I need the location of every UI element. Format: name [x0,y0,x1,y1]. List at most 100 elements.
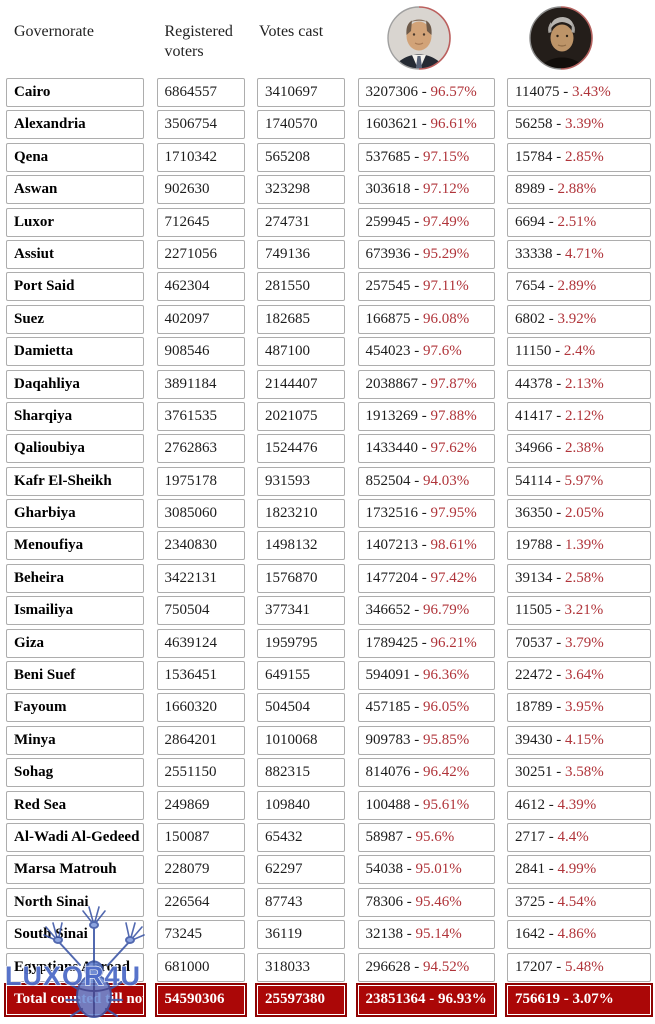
candidate-1-result-cell: 100488 - 95.61% [357,790,495,820]
governorate-cell: Marsa Matrouh [6,855,144,885]
governorate-cell: Menoufiya [6,531,144,561]
governorate-cell: Cairo [6,78,144,107]
registered-voters-cell: 73245 [156,920,245,950]
candidate-1-result-cell: 58987 - 95.6% [357,822,495,852]
registered-voters-cell: 150087 [156,822,245,852]
governorate-cell: Qalioubiya [6,434,144,464]
registered-voters-cell: 712645 [156,207,245,237]
votes-cast-cell: 36119 [257,920,345,950]
governorate-cell: Qena [6,142,144,172]
table-row: Ismailiya 750504 377341 346652 - 96.79% … [0,596,655,626]
table-row: Cairo 6864557 3410697 3207306 - 96.57% 1… [0,78,655,107]
registered-voters-cell: 902630 [156,175,245,205]
votes-cast-cell: 3410697 [257,78,345,107]
table-row: Daqahliya 3891184 2144407 2038867 - 97.8… [0,369,655,399]
governorate-cell: Daqahliya [6,369,144,399]
candidate-1-result-cell: 1477204 - 97.42% [357,563,495,593]
table-row: Egyptians Abroad 681000 318033 296628 - … [0,952,655,982]
registered-voters-cell: 226564 [156,887,245,917]
votes-cast-cell: 882315 [257,758,345,788]
table-row: Beni Suef 1536451 649155 594091 - 96.36%… [0,661,655,691]
registered-voters-cell: 3506754 [156,110,245,140]
candidate-1-result-cell: 257545 - 97.11% [357,272,495,302]
total-votes-cast-cell: 25597380 [257,984,345,1015]
votes-cast-cell: 62297 [257,855,345,885]
candidate-2-result-cell: 6694 - 2.51% [507,207,651,237]
candidate-1-result-cell: 852504 - 94.03% [357,466,495,496]
table-row: Qalioubiya 2762863 1524476 1433440 - 97.… [0,434,655,464]
votes-cast-cell: 182685 [257,304,345,334]
registered-voters-cell: 3422131 [156,563,245,593]
governorate-cell: North Sinai [6,887,144,917]
table-row: Sharqiya 3761535 2021075 1913269 - 97.88… [0,401,655,431]
total-row: Total counted till now 54590306 25597380… [0,984,655,1015]
table-header: Governorate Registered voters Votes cast [0,0,655,78]
candidate-2-result-cell: 39134 - 2.58% [507,563,651,593]
registered-voters-cell: 681000 [156,952,245,982]
governorate-cell: Beni Suef [6,661,144,691]
votes-cast-cell: 1823210 [257,499,345,529]
registered-voters-cell: 3761535 [156,401,245,431]
candidate-2-photo [528,5,594,71]
registered-voters-cell: 402097 [156,304,245,334]
votes-cast-cell: 487100 [257,337,345,367]
candidate-2-result-cell: 33338 - 4.71% [507,239,651,269]
candidate-2-result-cell: 34966 - 2.38% [507,434,651,464]
registered-voters-cell: 3085060 [156,499,245,529]
votes-cast-cell: 281550 [257,272,345,302]
table-row: Assiut 2271056 749136 673936 - 95.29% 33… [0,239,655,269]
registered-voters-cell: 3891184 [156,369,245,399]
governorate-cell: Assiut [6,239,144,269]
governorate-cell: Port Said [6,272,144,302]
table-row: Gharbiya 3085060 1823210 1732516 - 97.95… [0,499,655,529]
governorate-cell: Alexandria [6,110,144,140]
candidate-2-result-cell: 36350 - 2.05% [507,499,651,529]
table-row: Al-Wadi Al-Gedeed 150087 65432 58987 - 9… [0,822,655,852]
table-row: Damietta 908546 487100 454023 - 97.6% 11… [0,337,655,367]
header-governorate: Governorate [14,23,94,40]
candidate-1-result-cell: 296628 - 94.52% [357,952,495,982]
candidate-2-result-cell: 2717 - 4.4% [507,822,651,852]
registered-voters-cell: 2762863 [156,434,245,464]
votes-cast-cell: 1498132 [257,531,345,561]
candidate-1-result-cell: 2038867 - 97.87% [357,369,495,399]
governorate-cell: Fayoum [6,693,144,723]
candidate-2-result-cell: 8989 - 2.88% [507,175,651,205]
votes-cast-cell: 377341 [257,596,345,626]
registered-voters-cell: 1660320 [156,693,245,723]
governorate-cell: Giza [6,628,144,658]
table-row: Alexandria 3506754 1740570 1603621 - 96.… [0,110,655,140]
registered-voters-cell: 1536451 [156,661,245,691]
table-body: Cairo 6864557 3410697 3207306 - 96.57% 1… [0,78,655,982]
table-row: Luxor 712645 274731 259945 - 97.49% 6694… [0,207,655,237]
candidate-2-result-cell: 44378 - 2.13% [507,369,651,399]
total-candidate-1-cell: 23851364 - 96.93% [357,984,495,1015]
votes-cast-cell: 749136 [257,239,345,269]
registered-voters-cell: 249869 [156,790,245,820]
governorate-cell: Minya [6,725,144,755]
candidate-1-result-cell: 814076 - 96.42% [357,758,495,788]
table-row: Marsa Matrouh 228079 62297 54038 - 95.01… [0,855,655,885]
governorate-cell: South Sinai [6,920,144,950]
votes-cast-cell: 65432 [257,822,345,852]
candidate-2-result-cell: 7654 - 2.89% [507,272,651,302]
registered-voters-cell: 228079 [156,855,245,885]
governorate-cell: Al-Wadi Al-Gedeed [6,822,144,852]
table-row: Fayoum 1660320 504504 457185 - 96.05% 18… [0,693,655,723]
table-row: Minya 2864201 1010068 909783 - 95.85% 39… [0,725,655,755]
candidate-1-result-cell: 1732516 - 97.95% [357,499,495,529]
votes-cast-cell: 1576870 [257,563,345,593]
registered-voters-cell: 2271056 [156,239,245,269]
governorate-cell: Egyptians Abroad [6,952,144,982]
candidate-2-result-cell: 1642 - 4.86% [507,920,651,950]
registered-voters-cell: 1710342 [156,142,245,172]
table-row: North Sinai 226564 87743 78306 - 95.46% … [0,887,655,917]
votes-cast-cell: 109840 [257,790,345,820]
candidate-1-result-cell: 1603621 - 96.61% [357,110,495,140]
candidate-2-result-cell: 19788 - 1.39% [507,531,651,561]
candidate-1-result-cell: 454023 - 97.6% [357,337,495,367]
table-row: Aswan 902630 323298 303618 - 97.12% 8989… [0,175,655,205]
governorate-cell: Red Sea [6,790,144,820]
table-row: Sohag 2551150 882315 814076 - 96.42% 302… [0,758,655,788]
candidate-2-result-cell: 56258 - 3.39% [507,110,651,140]
